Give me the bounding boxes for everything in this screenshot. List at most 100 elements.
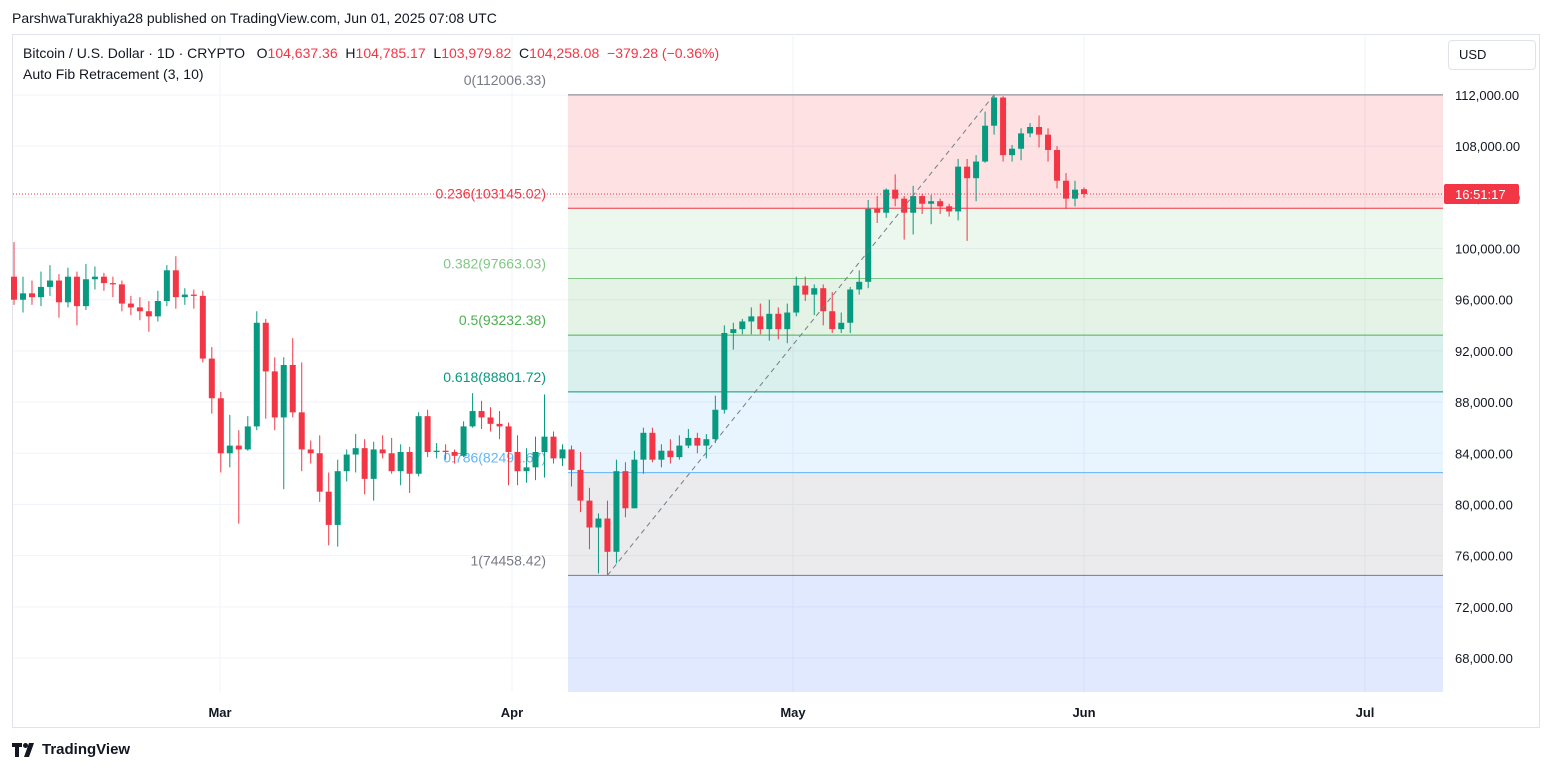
candle [244, 416, 251, 451]
indicator-legend[interactable]: Auto Fib Retracement (3, 10) [23, 66, 204, 82]
candle [298, 362, 305, 472]
candle [145, 301, 152, 332]
fib-zone [568, 278, 1443, 336]
candle-body [721, 332, 728, 410]
candle-body [559, 449, 566, 459]
candle-body [46, 280, 53, 287]
candle-body [244, 426, 251, 450]
y-tick-label: 92,000.00 [1455, 344, 1513, 359]
candle-body [703, 439, 710, 446]
candle [838, 312, 845, 333]
candle-body [1045, 134, 1052, 151]
countdown-label: 16:51:17 [1455, 187, 1506, 202]
candle [775, 307, 782, 340]
countdown-badge [1444, 184, 1519, 205]
x-tick-label: May [780, 705, 806, 720]
brand-name: TradingView [42, 741, 131, 758]
candle [334, 459, 341, 547]
candle [289, 338, 296, 418]
candle [685, 428, 692, 449]
fib-label: 0.382(97663.03) [443, 255, 546, 271]
candle-body [316, 453, 323, 492]
candle [163, 265, 170, 307]
candle-body [748, 316, 755, 322]
candle [793, 276, 800, 317]
candle-body [838, 322, 845, 330]
candle-body [190, 294, 197, 296]
candle [28, 280, 35, 305]
currency-button[interactable]: USD [1448, 40, 1536, 70]
candle-body [982, 125, 989, 162]
candle-body [847, 289, 854, 323]
candle [613, 459, 620, 564]
candle-body [586, 500, 593, 528]
y-tick-label: 76,000.00 [1455, 549, 1513, 564]
candle [235, 430, 242, 524]
candle-body [91, 276, 98, 280]
candle [118, 280, 125, 312]
candle-body [109, 283, 116, 285]
candle-body [325, 491, 332, 525]
candle [721, 325, 728, 414]
candle [649, 427, 656, 463]
fib-zone [568, 391, 1443, 473]
candle [559, 444, 566, 467]
x-tick-label: Apr [501, 705, 523, 720]
candle [73, 271, 80, 326]
candle [100, 272, 107, 291]
candle-body [127, 303, 134, 308]
candle [1018, 128, 1025, 161]
x-tick-label: Jun [1072, 705, 1095, 720]
candle [1000, 96, 1007, 162]
candle-body [883, 189, 890, 213]
candle-body [820, 288, 827, 312]
candle-body [640, 432, 647, 460]
candle [586, 487, 593, 550]
candle [757, 303, 764, 335]
candle-body [172, 270, 179, 298]
candle [460, 421, 467, 458]
candle-body [622, 471, 629, 509]
candle-body [73, 276, 80, 307]
candle-body [118, 284, 125, 304]
candle-body [991, 97, 998, 126]
candle [91, 266, 98, 290]
candle-body [937, 201, 944, 207]
candle [109, 276, 116, 298]
candle-body [199, 295, 206, 359]
candle [424, 409, 431, 458]
candle [622, 462, 629, 518]
candle-body [361, 448, 368, 479]
candle [577, 451, 584, 513]
candle-body [514, 451, 521, 472]
candle [271, 357, 278, 431]
candle [496, 411, 503, 440]
candle [505, 422, 512, 486]
high-value: 104,785.17 [355, 45, 426, 61]
candle [514, 435, 521, 486]
candle [478, 400, 485, 429]
candle [397, 444, 404, 486]
candle [937, 198, 944, 214]
candle [307, 440, 314, 464]
candle [406, 446, 413, 493]
candle-body [1027, 126, 1034, 134]
candle-body [28, 293, 35, 298]
y-tick-label: 96,000.00 [1455, 293, 1513, 308]
symbol-name[interactable]: Bitcoin / U.S. Dollar · 1D · CRYPTO [23, 45, 245, 61]
candle [919, 193, 926, 214]
candle [379, 435, 386, 459]
candle [226, 414, 233, 468]
candle-body [298, 412, 305, 450]
candle [631, 450, 638, 509]
candle [964, 158, 971, 241]
candle [541, 394, 548, 478]
candle [883, 188, 890, 218]
candle [694, 432, 701, 454]
candle-body [55, 280, 62, 303]
candle-body [694, 437, 701, 446]
candle-body [352, 448, 359, 455]
candle-body [145, 311, 152, 317]
brand-footer[interactable]: TradingView [12, 741, 130, 758]
